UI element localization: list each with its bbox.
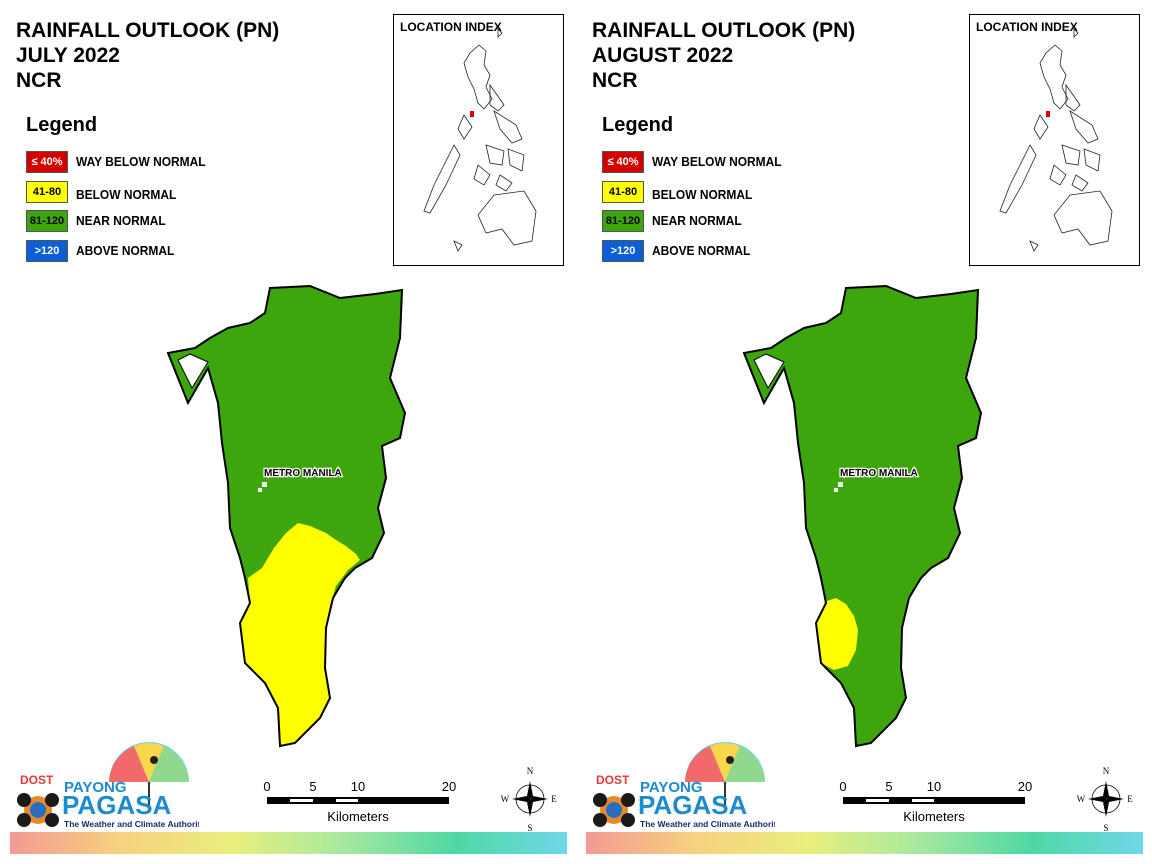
bottom-color-bar [586, 832, 1143, 854]
ncr-rainfall-map: METRO MANILA [742, 284, 983, 748]
scale-bar: 0 5 10 20 Kilometers [255, 778, 465, 838]
logo-payong: PAYONG [640, 779, 703, 796]
legend-label: ABOVE NORMAL [76, 243, 175, 258]
compass-e: E [551, 794, 557, 804]
outlook-panel-august: RAINFALL OUTLOOK (PN) AUGUST 2022 NCR Le… [576, 0, 1152, 864]
compass-s: S [527, 823, 532, 833]
scale-bar: 0 5 10 20 Kilometers [831, 778, 1041, 838]
title-line-2: JULY 2022 [16, 44, 120, 67]
north-arrow-compass-icon: N S E W [500, 765, 560, 833]
ncr-marker [1046, 111, 1050, 117]
legend-label: WAY BELOW NORMAL [652, 154, 782, 169]
scale-unit-label: Kilometers [903, 809, 965, 824]
location-index-box: LOCATION INDEX [393, 14, 564, 266]
legend-swatch: ≤ 40% [602, 151, 644, 173]
logo-pagasa: PAGASA [62, 790, 172, 820]
north-arrow-compass-icon: N S E W [1076, 765, 1136, 833]
payong-pagasa-logo: DOST PAYONG PAGASA The Weather and Clima… [590, 740, 781, 832]
ncr-marker [470, 111, 474, 117]
legend-label: ABOVE NORMAL [652, 243, 751, 258]
legend-swatch: ≤ 40% [26, 151, 68, 173]
metro-manila-marker [838, 482, 843, 487]
location-index-box: LOCATION INDEX [969, 14, 1140, 266]
compass-n: N [527, 766, 534, 776]
logo-dost: DOST [596, 773, 630, 787]
scale-tick-5: 5 [309, 779, 316, 794]
map-title: RAINFALL OUTLOOK (PN) AUGUST 2022 NCR [592, 18, 855, 93]
bottom-color-bar [10, 832, 567, 854]
title-line-3: NCR [592, 69, 638, 92]
scale-unit-label: Kilometers [327, 809, 389, 824]
legend-label: NEAR NORMAL [76, 213, 166, 228]
location-index-title: LOCATION INDEX [976, 20, 1078, 34]
map-label-metro-manila: METRO MANILA [264, 468, 342, 479]
title-line-3: NCR [16, 69, 62, 92]
scale-tick-0: 0 [839, 779, 846, 794]
scale-tick-20: 20 [1018, 779, 1032, 794]
scale-tick-10: 10 [927, 779, 941, 794]
legend-swatch: >120 [26, 240, 68, 262]
title-line-1: RAINFALL OUTLOOK (PN) [592, 19, 856, 42]
logo-tagline: The Weather and Climate Authority [640, 819, 775, 829]
outlook-panel-july: RAINFALL OUTLOOK (PN) JULY 2022 NCR Lege… [10, 14, 567, 854]
ncr-rainfall-map: METRO MANILA [166, 284, 407, 748]
compass-e: E [1127, 794, 1133, 804]
legend-swatch: >120 [602, 240, 644, 262]
scale-tick-10: 10 [351, 779, 365, 794]
legend-label: WAY BELOW NORMAL [76, 154, 206, 169]
map-title: RAINFALL OUTLOOK (PN) JULY 2022 NCR [16, 18, 279, 93]
compass-n: N [1103, 766, 1110, 776]
title-line-2: AUGUST 2022 [592, 44, 734, 67]
location-index-title: LOCATION INDEX [400, 20, 502, 34]
logo-tagline: The Weather and Climate Authority [64, 819, 199, 829]
scale-tick-0: 0 [263, 779, 270, 794]
legend-title: Legend [602, 114, 674, 136]
legend-title: Legend [26, 114, 98, 136]
legend-swatch: 81-120 [26, 210, 68, 232]
compass-w: W [1077, 794, 1086, 804]
legend-label: NEAR NORMAL [652, 213, 742, 228]
legend-label: BELOW NORMAL [76, 187, 177, 202]
map-label-metro-manila: METRO MANILA [840, 468, 918, 479]
title-line-1: RAINFALL OUTLOOK (PN) [16, 19, 280, 42]
legend-swatch: 81-120 [602, 210, 644, 232]
scale-tick-20: 20 [442, 779, 456, 794]
logo-payong: PAYONG [64, 779, 127, 796]
logo-pagasa: PAGASA [638, 790, 748, 820]
philippines-outline-map [999, 28, 1113, 252]
logo-dost: DOST [20, 773, 54, 787]
philippines-outline-map [423, 28, 537, 252]
compass-s: S [1103, 823, 1108, 833]
scale-tick-5: 5 [885, 779, 892, 794]
legend-swatch: 41-80 [602, 181, 644, 203]
payong-pagasa-logo: DOST PAYONG PAGASA The Weather and Clima… [14, 740, 205, 832]
legend-swatch: 41-80 [26, 181, 68, 203]
compass-w: W [501, 794, 510, 804]
metro-manila-marker [262, 482, 267, 487]
legend-label: BELOW NORMAL [652, 187, 753, 202]
